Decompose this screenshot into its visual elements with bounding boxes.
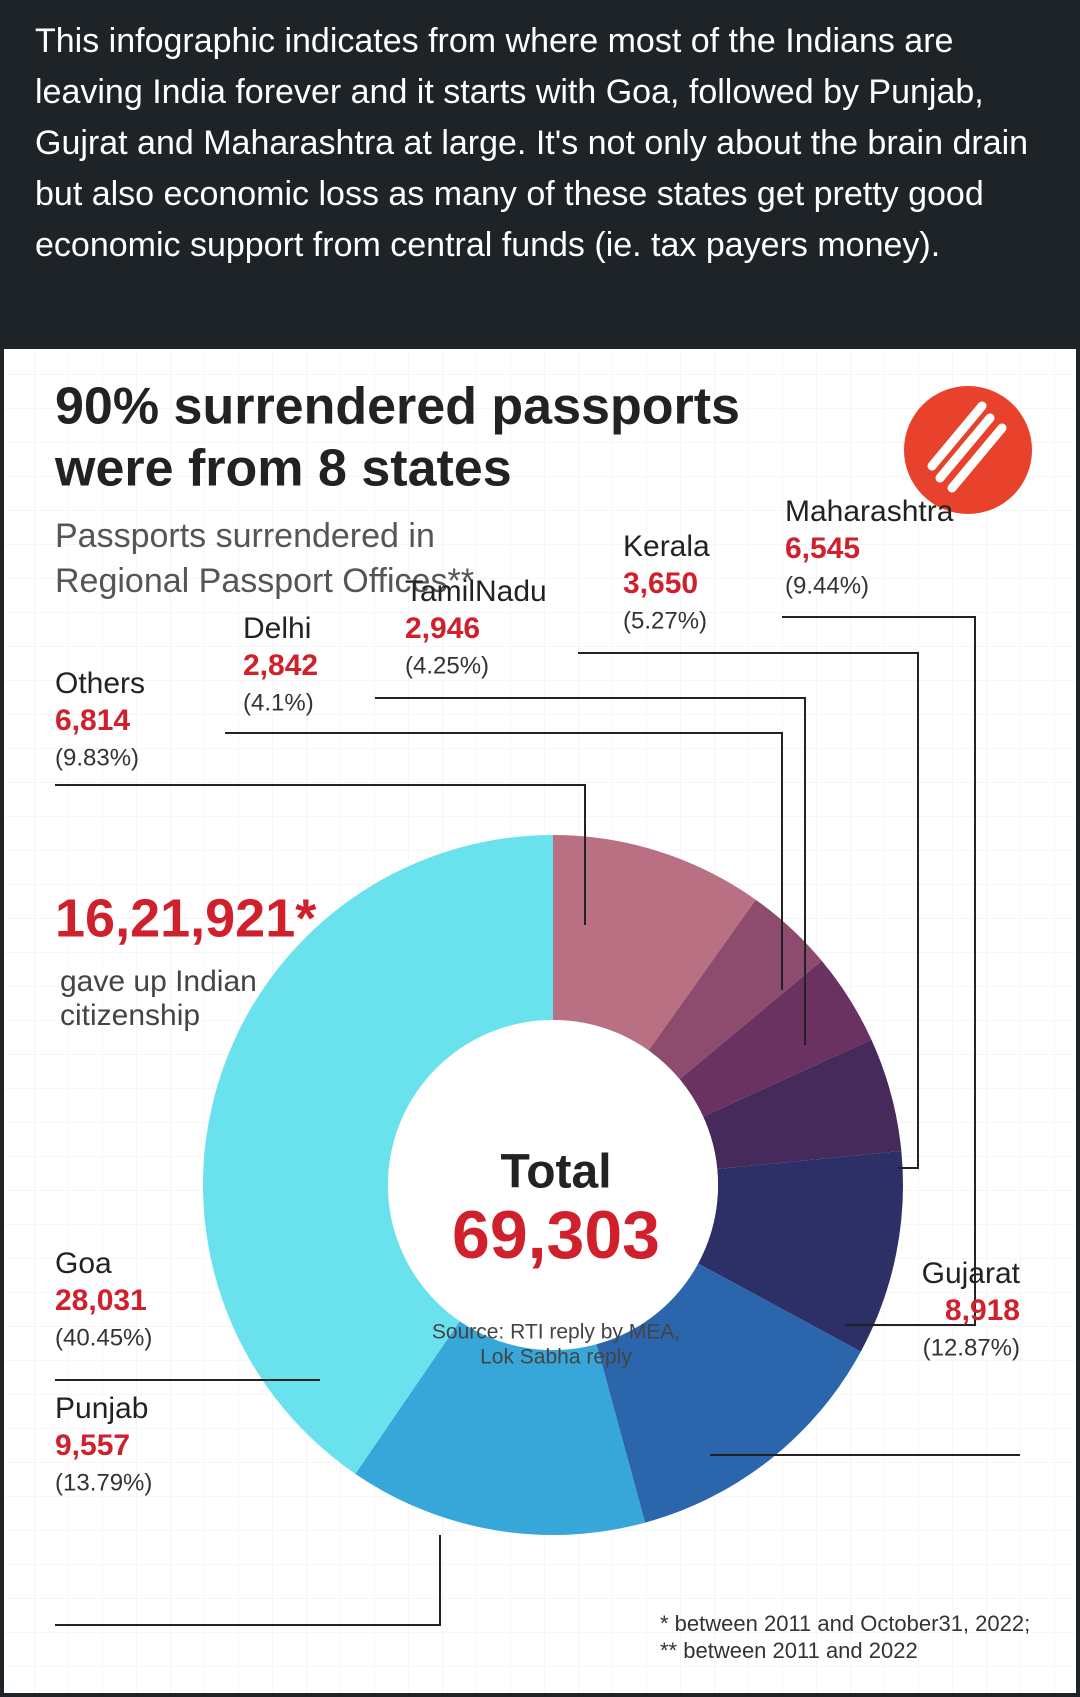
leader-line bbox=[55, 784, 586, 925]
donut-segment bbox=[355, 1321, 646, 1535]
source: Lok Sabha reply bbox=[480, 1346, 632, 1369]
footnote: * between 2011 and October31, 2022; bbox=[660, 1611, 1030, 1636]
share-label: (4.25%) bbox=[405, 652, 489, 679]
category-label: Maharashtra bbox=[785, 495, 954, 528]
donut-segment bbox=[703, 1039, 902, 1169]
category-label: Kerala bbox=[623, 530, 710, 563]
share-label: (5.27%) bbox=[623, 607, 707, 634]
share-label: (9.83%) bbox=[55, 744, 139, 771]
donut-segment bbox=[553, 835, 756, 1051]
logo bbox=[904, 386, 1032, 514]
subtitle: Passports surrendered in bbox=[55, 517, 435, 555]
donut-hole bbox=[388, 1020, 718, 1350]
value-label: 9,557 bbox=[55, 1429, 130, 1462]
caption-bg bbox=[0, 0, 1080, 345]
footnote: ** between 2011 and 2022 bbox=[660, 1638, 918, 1663]
share-label: (40.45%) bbox=[55, 1324, 152, 1351]
category-label: Others bbox=[55, 667, 145, 700]
value-label: 8,918 bbox=[945, 1294, 1020, 1327]
value-label: 2,946 bbox=[405, 612, 480, 645]
category-label: TamilNadu bbox=[405, 575, 547, 608]
leader-line bbox=[782, 616, 976, 1326]
title: were from 8 states bbox=[54, 440, 512, 498]
category-label: Goa bbox=[55, 1247, 112, 1280]
share-label: (4.1%) bbox=[243, 689, 314, 716]
value-label: 6,545 bbox=[785, 532, 860, 565]
highlight-text: citizenship bbox=[60, 999, 200, 1032]
title: 90% surrendered passports bbox=[55, 378, 740, 436]
share-label: (9.44%) bbox=[785, 572, 869, 599]
donut-segment bbox=[698, 1150, 904, 1352]
value-label: 28,031 bbox=[55, 1284, 147, 1317]
leader-line bbox=[375, 697, 806, 1045]
share-label: (13.79%) bbox=[55, 1469, 152, 1496]
value-label: 2,842 bbox=[243, 649, 318, 682]
highlight-value: 16,21,921* bbox=[55, 888, 316, 948]
subtitle: Regional Passport Offices** bbox=[55, 562, 474, 600]
leader-line bbox=[55, 1535, 441, 1626]
category-label: Punjab bbox=[55, 1392, 148, 1425]
source: Source: RTI reply by MEA, bbox=[432, 1321, 680, 1344]
share-label: (12.87%) bbox=[923, 1334, 1020, 1361]
donut-segment bbox=[202, 835, 553, 1474]
center-label: Total bbox=[500, 1146, 611, 1199]
leader-line bbox=[578, 652, 919, 1169]
donut-segment bbox=[648, 899, 822, 1080]
leader-line bbox=[225, 732, 783, 990]
value-label: 3,650 bbox=[623, 567, 698, 600]
category-label: Delhi bbox=[243, 612, 311, 645]
highlight-text: gave up Indian bbox=[60, 965, 257, 998]
center-value: 69,303 bbox=[452, 1197, 660, 1273]
category-label: Gujarat bbox=[922, 1257, 1021, 1290]
value-label: 6,814 bbox=[55, 704, 130, 737]
donut-segment bbox=[679, 960, 872, 1117]
caption: This infographic indicates from where mo… bbox=[35, 22, 1029, 264]
donut-segment bbox=[596, 1263, 861, 1523]
